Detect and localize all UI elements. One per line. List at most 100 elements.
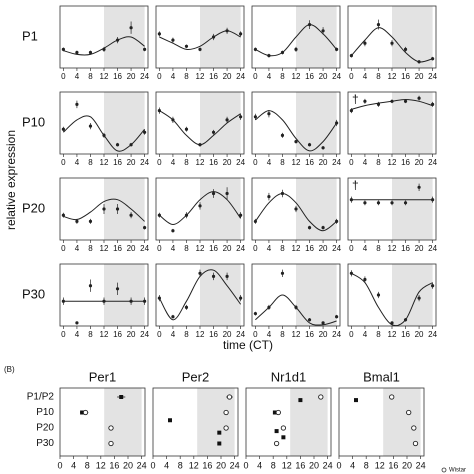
panel-frame	[59, 387, 146, 457]
data-point	[267, 112, 271, 116]
x-tick-label: 4	[75, 244, 80, 253]
x-tick-label: 24	[428, 330, 437, 339]
data-point	[115, 38, 120, 42]
data-point	[75, 219, 79, 223]
data-point	[363, 99, 367, 103]
shaded-region	[392, 264, 433, 326]
data-point	[274, 429, 279, 434]
data-point	[88, 284, 93, 288]
x-tick-label: 4	[71, 460, 76, 470]
x-tick-label: 4	[363, 158, 368, 167]
x-tick-label: 12	[100, 330, 109, 339]
data-point	[211, 130, 216, 134]
legend-marker	[441, 467, 447, 473]
x-tick-label: 20	[319, 330, 328, 339]
data-point	[61, 299, 65, 303]
shaded-region	[392, 178, 433, 240]
x-tick-label: 8	[280, 158, 285, 167]
data-point	[417, 296, 421, 300]
x-tick-label: 12	[292, 330, 301, 339]
x-tick-label: 12	[196, 244, 205, 253]
data-point	[349, 54, 353, 58]
data-point	[198, 47, 202, 52]
data-point	[280, 271, 285, 275]
data-point	[403, 47, 408, 52]
x-tick-label: 12	[189, 460, 199, 470]
data-point	[376, 293, 381, 297]
data-point	[198, 143, 202, 147]
data-point	[184, 305, 189, 309]
x-tick-label: 24	[140, 72, 149, 81]
x-tick-label: 24	[236, 244, 245, 253]
x-tick-label: 20	[223, 158, 232, 167]
shaded-region	[296, 6, 337, 68]
x-tick-label: 16	[401, 244, 410, 253]
data-point	[75, 102, 79, 106]
shaded-region	[296, 92, 337, 154]
x-tick-label: 0	[253, 244, 258, 253]
data-point	[406, 409, 412, 416]
panel-title: Per1	[89, 369, 116, 384]
shaded-region	[200, 92, 241, 154]
x-tick-label: 24	[323, 460, 333, 470]
data-point	[171, 118, 175, 122]
data-point	[376, 201, 381, 205]
data-point	[184, 127, 189, 131]
data-point	[431, 102, 435, 106]
data-point	[412, 440, 419, 447]
shaded-region	[200, 6, 241, 68]
x-tick-label: 20	[216, 460, 226, 470]
data-point	[239, 115, 243, 119]
shaded-region	[104, 6, 145, 68]
panel-title: Per2	[182, 369, 209, 384]
x-tick-label: 8	[184, 244, 189, 253]
x-tick-label: 4	[350, 460, 355, 470]
data-point	[390, 321, 394, 325]
x-tick-label: 12	[375, 460, 385, 470]
x-tick-label: 12	[388, 244, 397, 253]
data-point	[363, 41, 367, 45]
data-point	[82, 409, 89, 416]
x-tick-label: 4	[171, 72, 176, 81]
x-tick-label: 0	[150, 460, 155, 470]
x-tick-label: 8	[280, 330, 285, 339]
data-point	[253, 115, 257, 119]
data-point	[157, 32, 161, 36]
x-tick-label: 4	[171, 244, 176, 253]
data-point	[307, 23, 312, 27]
x-tick-label: 8	[88, 244, 93, 253]
x-tick-label: 0	[253, 72, 258, 81]
x-tick-label: 16	[388, 460, 398, 470]
shaded-region	[296, 178, 337, 240]
data-point	[335, 219, 339, 223]
data-point	[239, 213, 243, 217]
data-point	[267, 195, 271, 199]
data-point	[108, 425, 114, 431]
x-tick-label: 16	[209, 330, 218, 339]
data-point	[417, 185, 421, 189]
row-label: P10	[22, 114, 45, 129]
x-tick-label: 8	[376, 158, 381, 167]
data-point	[129, 299, 133, 303]
x-axis-label: time (CT)	[223, 338, 273, 352]
x-tick-label: 24	[428, 244, 437, 253]
annotation: †	[352, 92, 359, 106]
data-point	[417, 96, 421, 100]
data-point	[321, 226, 325, 230]
data-point	[280, 191, 285, 196]
data-point	[298, 398, 303, 403]
shaded-region	[104, 178, 145, 240]
x-tick-label: 0	[349, 330, 354, 339]
data-point	[335, 121, 339, 125]
data-point	[431, 198, 435, 202]
x-tick-label: 16	[113, 158, 122, 167]
x-tick-label: 8	[280, 72, 285, 81]
x-tick-label: 4	[75, 330, 80, 339]
x-tick-label: 4	[267, 72, 272, 81]
x-tick-label: 0	[61, 72, 66, 81]
data-point	[211, 274, 216, 278]
x-tick-label: 20	[319, 244, 328, 253]
x-tick-label: 20	[415, 244, 424, 253]
x-tick-label: 20	[127, 330, 136, 339]
